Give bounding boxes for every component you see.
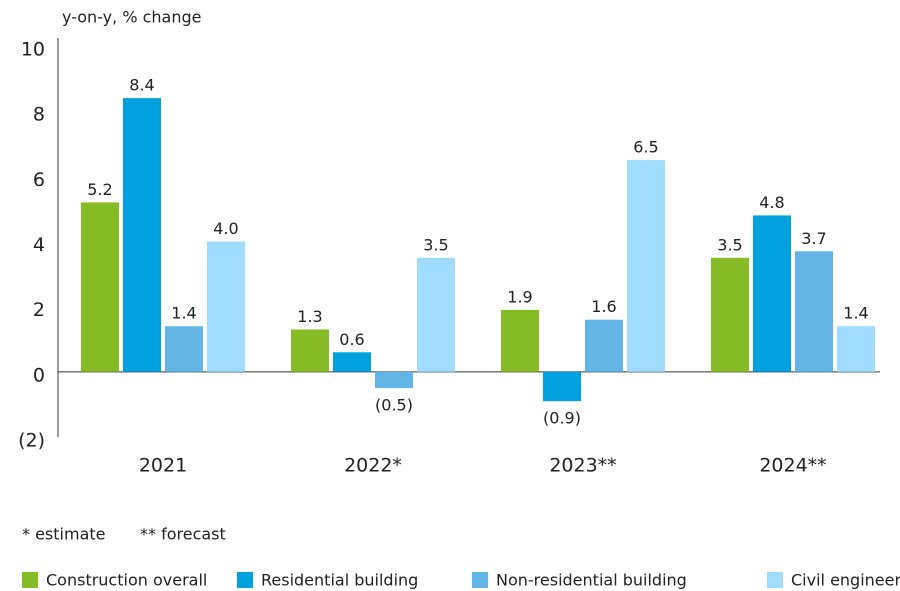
x-tick-label: 2022*	[344, 455, 402, 477]
bar	[417, 257, 455, 372]
bar	[333, 352, 371, 372]
value-label: (0.5)	[375, 396, 413, 415]
y-tick-label: 6	[33, 169, 45, 191]
bar	[795, 251, 833, 372]
bar	[627, 160, 665, 372]
bar	[81, 202, 119, 372]
x-tick-label: 2024**	[759, 455, 826, 477]
value-label: 3.7	[801, 229, 826, 248]
value-label: 6.5	[633, 138, 658, 157]
value-label: 1.4	[843, 304, 868, 323]
value-label: 4.8	[759, 193, 784, 212]
bar	[165, 326, 203, 372]
value-label: 1.3	[297, 307, 322, 326]
note: * estimate	[22, 525, 106, 544]
value-label: 1.9	[507, 287, 532, 306]
y-tick-label: 0	[33, 364, 45, 386]
value-label: 1.6	[591, 297, 616, 316]
value-label: 3.5	[717, 235, 742, 254]
value-label: 4.0	[213, 219, 238, 238]
bar	[291, 329, 329, 372]
x-tick-label: 2021	[139, 455, 187, 477]
legend-label: Civil engineering	[791, 571, 900, 590]
bar	[207, 241, 245, 372]
bar	[837, 326, 875, 372]
bar	[123, 98, 161, 372]
bar	[585, 319, 623, 372]
y-tick-label: 10	[21, 39, 45, 61]
value-label: 8.4	[129, 76, 154, 95]
legend-swatch	[472, 572, 488, 588]
legend-swatch	[767, 572, 783, 588]
y-tick-label: 2	[33, 299, 45, 321]
value-label: 5.2	[87, 180, 112, 199]
bar	[753, 215, 791, 372]
legend-label: Non-residential building	[496, 571, 687, 590]
legend-swatch	[22, 572, 38, 588]
bar	[501, 309, 539, 372]
value-label: 3.5	[423, 235, 448, 254]
bar	[711, 257, 749, 372]
value-label: (0.9)	[543, 409, 581, 428]
note: ** forecast	[140, 525, 226, 544]
legend-label: Construction overall	[46, 571, 207, 590]
bar	[543, 371, 581, 402]
value-label: 1.4	[171, 304, 196, 323]
y-tick-label: 8	[33, 104, 45, 126]
y-tick-label: (2)	[18, 430, 45, 452]
y-tick-label: 4	[33, 234, 45, 256]
axis-label: y-on-y, % change	[62, 8, 202, 27]
x-tick-label: 2023**	[549, 455, 616, 477]
legend-label: Residential building	[261, 571, 418, 590]
value-label: 0.6	[339, 330, 364, 349]
legend-swatch	[237, 572, 253, 588]
bar	[375, 371, 413, 389]
